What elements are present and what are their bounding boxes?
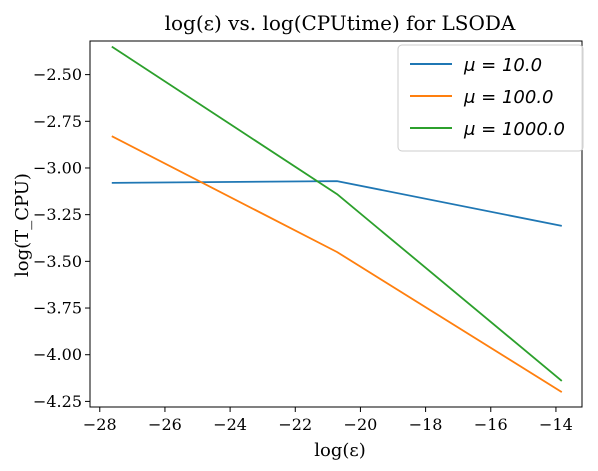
x-tick-label: −18 [409,415,443,434]
series-line-1 [111,180,562,227]
x-tick-label: −28 [83,415,117,434]
y-tick-label: −3.00 [33,158,82,177]
legend-label-3: μ = 1000.0 [463,119,565,140]
x-tick-label: −20 [344,415,378,434]
y-tick-label: −4.00 [33,345,82,364]
legend: μ = 10.0 μ = 100.0 μ = 1000.0 [397,44,584,152]
series-line-3 [111,45,563,382]
legend-box [397,44,584,152]
y-tick-label: −3.50 [33,252,82,271]
x-tick-label: −24 [213,415,247,434]
x-tick-label: −22 [278,415,312,434]
chart-title: log(ε) vs. log(CPUtime) for LSODA [165,11,516,35]
y-tick-label: −4.25 [33,392,82,411]
y-axis-label: log(T_CPU) [12,173,33,277]
series-line-2 [111,135,563,393]
y-tick-label: −2.75 [33,112,82,131]
y-tick-label: −3.25 [33,205,82,224]
x-tick-label: −26 [148,415,182,434]
x-axis-label: log(ε) [314,440,366,461]
y-axis-ticks: −4.25 −4.00 −3.75 −3.50 −3.25 −3.00 −2.75 −2.50 [33,65,90,411]
x-axis-ticks: −28 −26 −24 −22 −20 −18 −16 −14 [83,407,573,434]
legend-label-1: μ = 10.0 [463,55,542,76]
legend-label-2: μ = 100.0 [463,87,554,108]
x-tick-label: −16 [474,415,508,434]
plot-area [89,40,583,408]
y-tick-label: −2.50 [33,65,82,84]
x-tick-label: −14 [539,415,573,434]
series-lines [111,45,563,393]
y-tick-label: −3.75 [33,299,82,318]
